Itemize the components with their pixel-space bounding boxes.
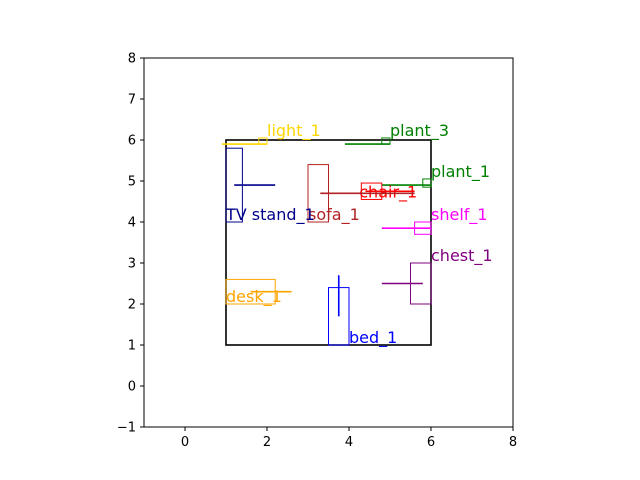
object-desk-1: desk_1: [225, 278, 292, 307]
x-tick-label: 2: [263, 435, 271, 450]
object-chest-1: chest_1: [381, 246, 493, 305]
object-bed-1: bed_1: [328, 275, 397, 348]
object-chair-1: chair_1: [359, 182, 417, 202]
object-label-plant-3: plant_3: [390, 121, 449, 141]
object-plant-3: plant_3: [344, 121, 449, 145]
y-tick-label: 7: [128, 93, 136, 108]
x-tick-label: 6: [427, 435, 435, 450]
object-box-light-1: [258, 137, 268, 145]
y-tick-label: 4: [128, 216, 136, 231]
y-tick-label: 6: [128, 134, 136, 149]
object-light-1: light_1: [221, 121, 321, 145]
y-tick-label: 1: [128, 339, 136, 354]
object-sofa-1: sofa_1: [307, 164, 415, 225]
y-tick-label: 0: [128, 380, 136, 395]
object-label-bed-1: bed_1: [349, 328, 397, 348]
object-label-tv-stand-1: TV stand_1: [225, 205, 315, 225]
y-tick-label: 5: [128, 175, 136, 190]
x-tick-label: 8: [509, 435, 517, 450]
axes-frame: [143, 57, 514, 428]
object-plant-1: plant_1: [381, 162, 490, 188]
object-tv-stand-1: TV stand_1: [225, 147, 315, 225]
object-label-chest-1: chest_1: [431, 246, 493, 266]
object-label-shelf-1: shelf_1: [431, 205, 488, 225]
y-tick-label: −1: [117, 421, 136, 436]
object-shelf-1: shelf_1: [381, 205, 488, 235]
object-label-sofa-1: sofa_1: [308, 205, 360, 225]
object-box-plant-3: [381, 137, 391, 145]
object-label-plant-1: plant_1: [431, 162, 490, 182]
object-label-light-1: light_1: [267, 121, 321, 141]
object-label-chair-1: chair_1: [359, 182, 417, 202]
y-tick-label: 2: [128, 298, 136, 313]
y-tick-label: 3: [128, 257, 136, 272]
x-tick-label: 0: [181, 435, 189, 450]
object-box-plant-1: [422, 178, 432, 188]
object-label-desk-1: desk_1: [226, 287, 282, 307]
x-tick-label: 4: [345, 435, 353, 450]
y-tick-label: 8: [128, 52, 136, 67]
